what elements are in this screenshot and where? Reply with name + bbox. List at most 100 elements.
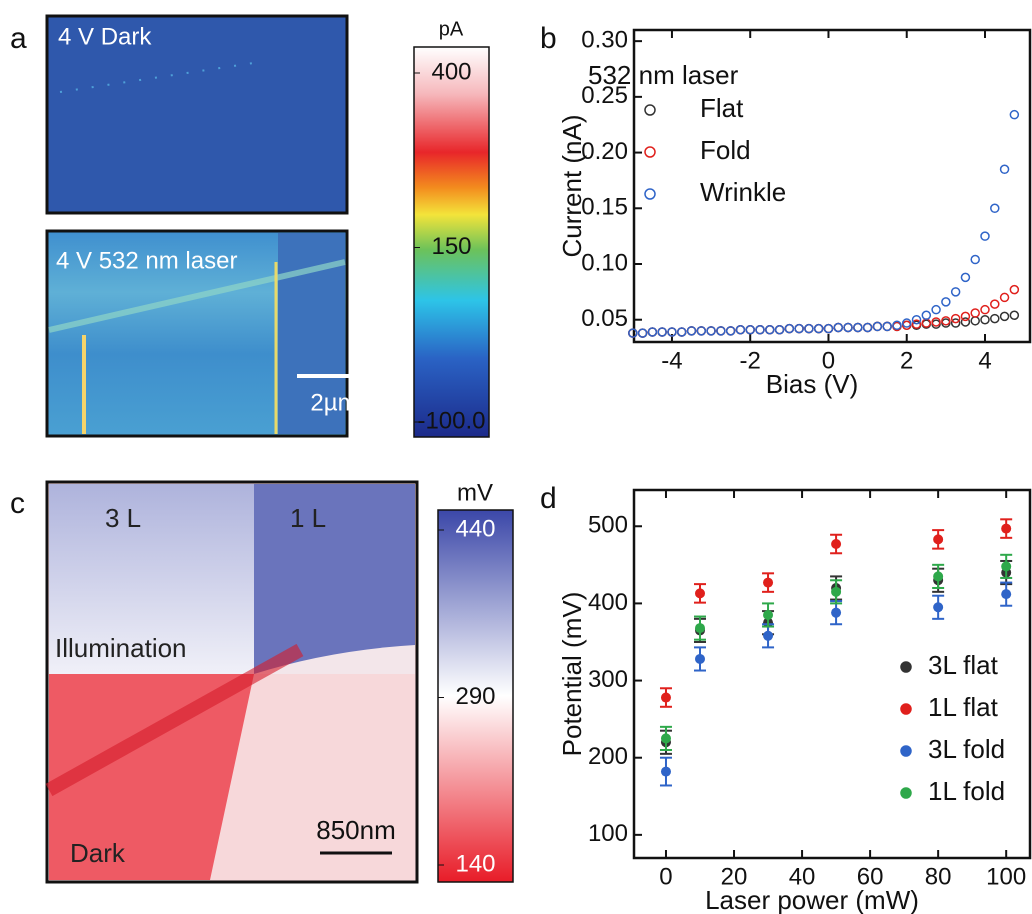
data-point — [990, 313, 1000, 324]
colorbar-tick-label: -100.0 — [417, 407, 485, 434]
legend-marker — [900, 745, 912, 757]
map-feature — [254, 484, 415, 674]
legend-marker — [644, 146, 656, 158]
map-label: 1 L — [290, 503, 326, 533]
data-point — [660, 692, 671, 703]
map-label: 3 L — [105, 503, 141, 533]
colorbar-unit: mV — [457, 479, 493, 506]
legend-label: 3L flat — [928, 650, 999, 680]
plot-frame — [632, 488, 1032, 860]
map-feature — [49, 674, 254, 880]
y-tick-label: 0.25 — [581, 82, 628, 109]
data-point — [813, 323, 824, 334]
map-feature — [48, 259, 346, 333]
data-point — [970, 254, 980, 265]
data-point — [941, 297, 951, 307]
panel-label: b — [540, 22, 557, 55]
texts: a 4 V Dark 4 V 532 nm laser 2µm pA c mV … — [10, 18, 493, 845]
map-label: 4 V Dark — [58, 23, 152, 50]
data-point — [990, 203, 1000, 214]
x-axis-label: Bias (V) — [766, 369, 858, 399]
panel-label: c — [10, 487, 25, 520]
y-tick-label: 0.30 — [581, 26, 628, 53]
data-point — [980, 231, 990, 241]
legend-label: Flat — [700, 93, 744, 123]
data-point — [960, 317, 971, 327]
x-tick-label: 2 — [900, 347, 913, 374]
data-point — [1009, 109, 1020, 120]
x-axis-label: Laser power (mW) — [705, 885, 919, 914]
colorbar-tick-label: 400 — [431, 58, 471, 85]
data-point — [990, 299, 1000, 309]
panel-label: a — [10, 22, 27, 55]
legend-marker — [900, 787, 912, 799]
data-point — [1009, 310, 1020, 321]
x-tick-label: 40 — [789, 863, 816, 890]
map-feature — [45, 643, 304, 797]
x-tick-label: 80 — [925, 863, 952, 890]
data-point — [647, 327, 658, 337]
data-point — [862, 322, 873, 333]
legend-title: 532 nm laser — [588, 60, 739, 90]
data-point — [960, 311, 971, 322]
legend-marker — [644, 188, 656, 200]
data-point — [696, 326, 707, 336]
data-point — [921, 310, 932, 321]
data-point — [831, 539, 842, 550]
data-point — [831, 586, 842, 597]
map-feature — [49, 484, 254, 674]
data-point — [755, 324, 765, 335]
x-tick-label: 4 — [978, 347, 991, 374]
map-label: Illumination — [55, 633, 187, 663]
legend-marker — [900, 703, 912, 715]
data-point — [695, 623, 705, 634]
data-point — [763, 577, 774, 588]
data-point — [657, 327, 667, 337]
y-axis-label: Potential (mV) — [557, 592, 587, 757]
data-point — [999, 164, 1010, 175]
data-point — [1001, 561, 1012, 572]
map-label: Dark — [70, 838, 126, 868]
data-point — [911, 314, 922, 325]
panel-label: d — [540, 482, 557, 515]
x-tick-label: -2 — [740, 347, 761, 374]
data-point — [872, 321, 883, 332]
data-point — [831, 607, 842, 618]
scale-label: 850nm — [316, 815, 396, 845]
data-point — [960, 272, 971, 283]
y-tick-label: 400 — [588, 589, 628, 616]
data-point — [725, 326, 736, 336]
x-tick-label: 0 — [659, 863, 672, 890]
scale-label: 2µm — [310, 389, 357, 416]
plot-frame — [632, 28, 1032, 344]
x-tick-label: 100 — [986, 863, 1026, 890]
data-point — [765, 324, 775, 335]
colorbar — [413, 46, 490, 438]
data-point — [931, 304, 941, 315]
data-point — [950, 287, 961, 297]
data-point — [970, 308, 980, 318]
legend-label: 3L fold — [928, 734, 1005, 764]
data-point — [970, 316, 980, 326]
data-point — [882, 321, 892, 332]
data-point — [763, 609, 774, 620]
y-tick-label: 0.10 — [581, 249, 628, 276]
y-tick-label: 0.05 — [581, 305, 628, 332]
data-point — [901, 318, 912, 328]
colorbar — [437, 509, 514, 883]
legend-label: Fold — [700, 135, 751, 165]
y-tick-label: 0.20 — [581, 138, 628, 165]
data-point — [911, 319, 922, 329]
x-tick-label: 0 — [822, 347, 835, 374]
data-point — [706, 326, 716, 336]
y-tick-label: 0.15 — [581, 194, 628, 221]
data-point — [794, 323, 804, 334]
legend-label: 1L fold — [928, 776, 1005, 806]
x-tick-label: 20 — [721, 863, 748, 890]
data-point — [950, 313, 961, 324]
map-image — [45, 14, 349, 215]
data-point — [676, 327, 687, 337]
legend-marker — [900, 661, 912, 673]
data-point — [784, 323, 795, 334]
